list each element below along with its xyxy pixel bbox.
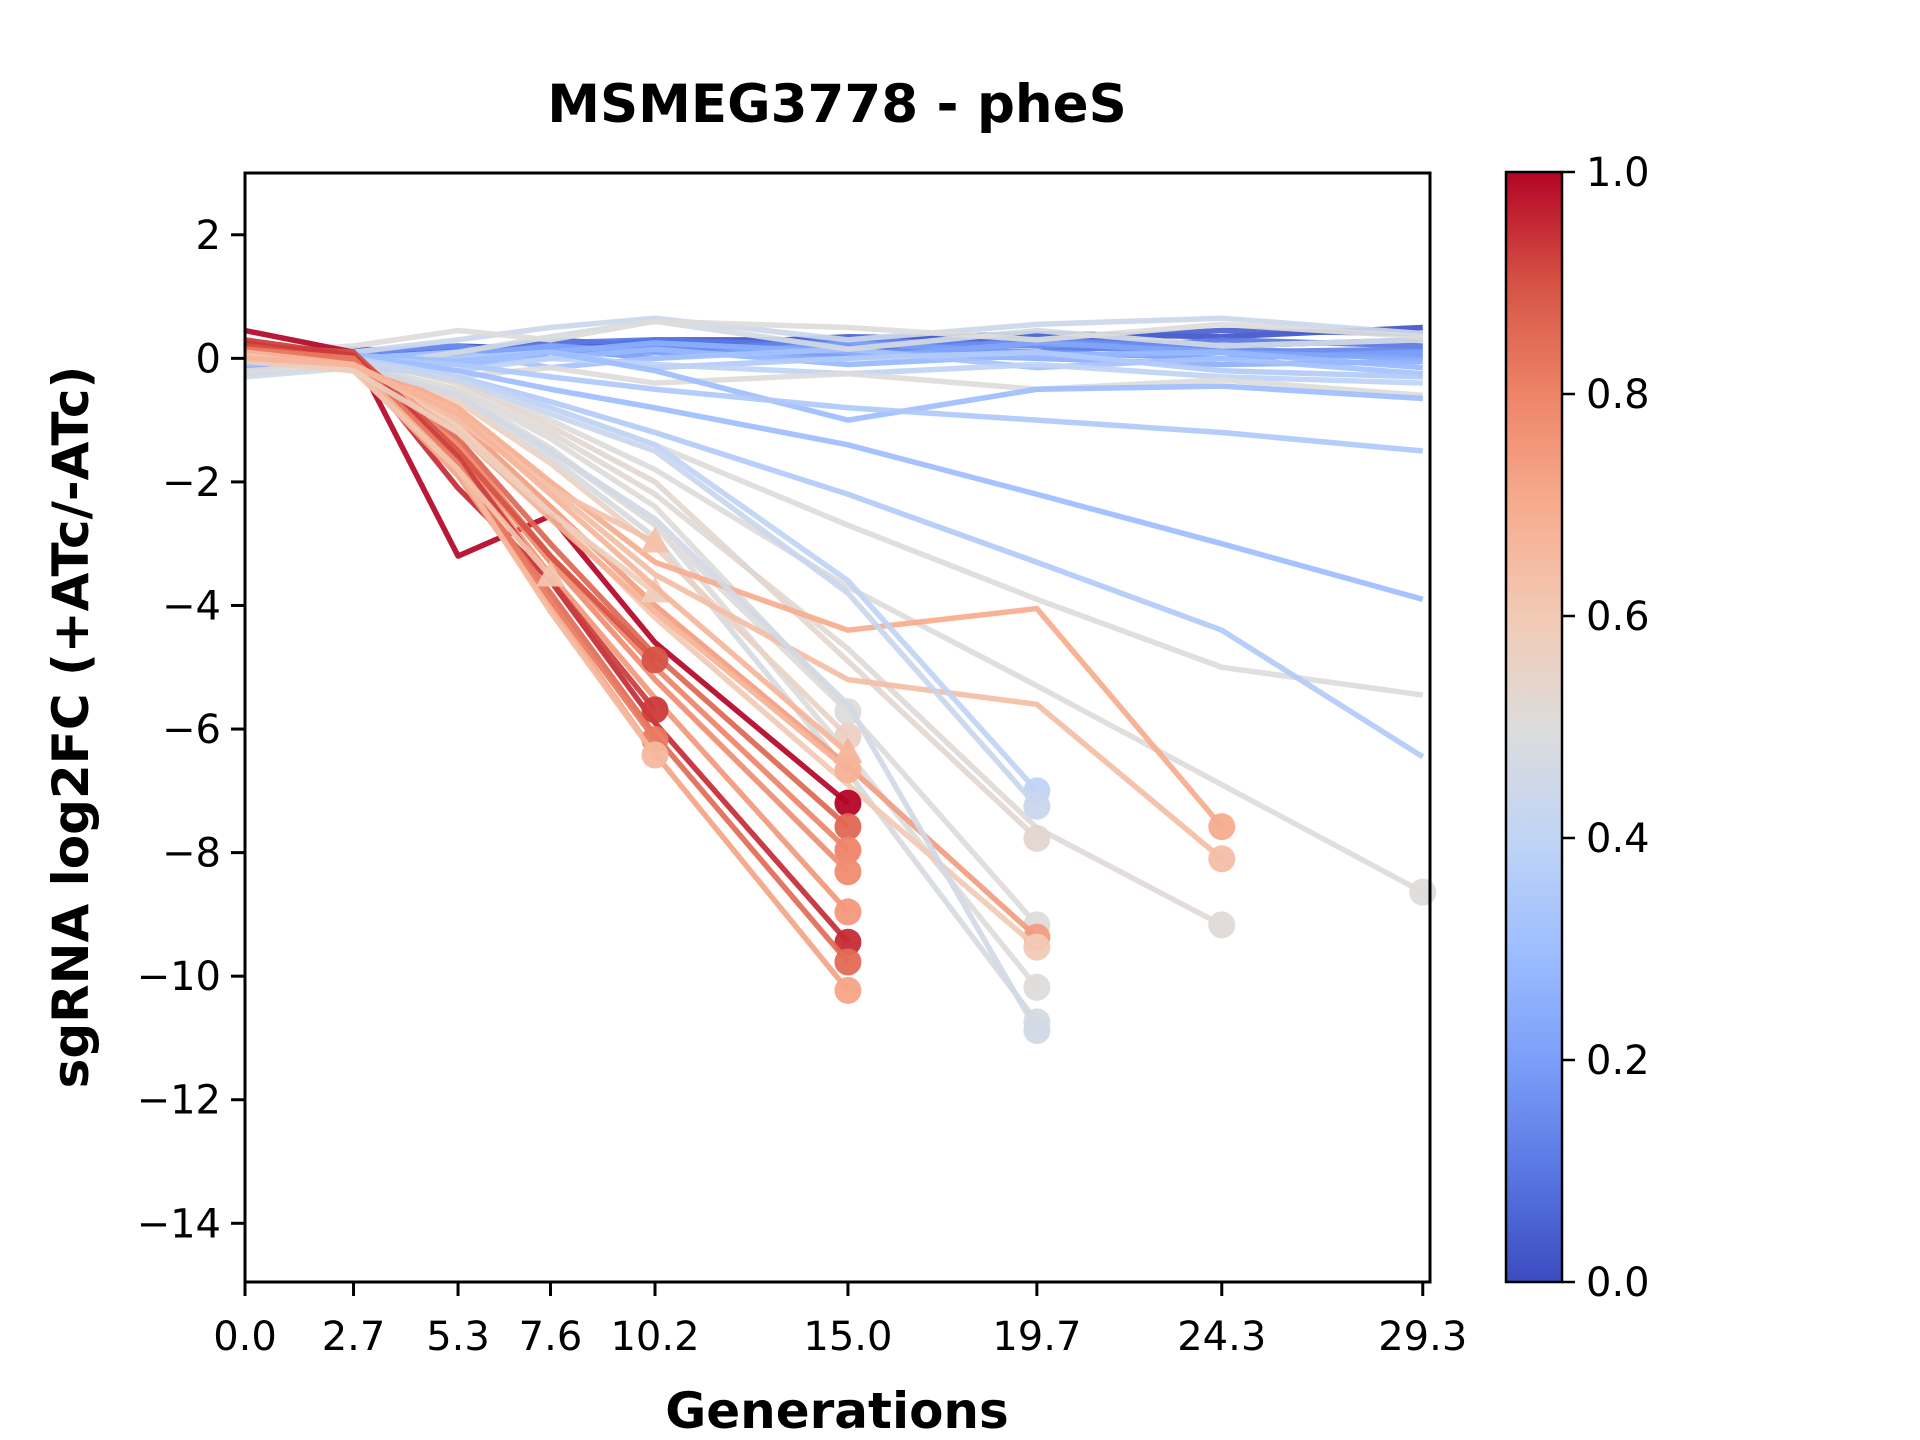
series-end-marker-circle <box>641 741 669 769</box>
y-tick-label: −6 <box>162 707 221 753</box>
x-tick-label: 24.3 <box>1177 1314 1266 1360</box>
colorbar-tick-label: 0.0 <box>1586 1260 1650 1306</box>
series-end-marker-circle <box>1208 813 1236 841</box>
x-tick-label: 15.0 <box>803 1314 892 1360</box>
series-end-marker-circle <box>834 813 862 841</box>
series-end-marker-circle <box>1208 911 1236 939</box>
series-end-marker-circle <box>834 722 862 750</box>
series-line <box>244 346 658 742</box>
colorbar-border <box>1504 170 1564 1284</box>
series-line <box>244 355 850 756</box>
y-tick-label: 0 <box>196 336 221 382</box>
series-line <box>244 355 850 914</box>
x-tick-label: 0.0 <box>213 1314 277 1360</box>
series-end-marker-circle <box>1409 878 1437 906</box>
y-tick-label: 2 <box>196 213 221 259</box>
series-end-marker-circle <box>1023 933 1051 961</box>
series-end-marker-circle <box>1023 792 1051 820</box>
colorbar-gradient <box>1506 172 1562 1282</box>
series-end-marker-circle <box>1208 845 1236 873</box>
colorbar-tick-label: 0.8 <box>1586 372 1650 418</box>
y-tick-label: −10 <box>137 954 221 1000</box>
y-tick-label: −14 <box>137 1201 221 1247</box>
series-end-marker-circle <box>641 646 669 674</box>
series-line <box>244 358 657 595</box>
series-end-marker-triangle <box>535 560 565 587</box>
series-end-marker-circle <box>834 858 862 886</box>
x-tick-label: 5.3 <box>426 1314 490 1360</box>
series-end-marker-circle <box>834 976 862 1004</box>
series-end-marker-triangle <box>833 737 863 764</box>
colorbar-tick-label: 0.2 <box>1586 1038 1650 1084</box>
colorbar-layer: 1.0 0.8 0.6 0.4 0.2 0.0 <box>1504 150 1650 1306</box>
series-line <box>244 349 1424 602</box>
chart-title: MSMEG3778 - pheS <box>547 74 1127 135</box>
series-end-marker-circle <box>834 898 862 926</box>
series-end-marker-triangle <box>640 526 670 553</box>
series-end-marker-circle <box>1023 973 1051 1001</box>
y-tick-label: −2 <box>162 460 221 506</box>
series-layer <box>244 315 1437 1045</box>
series-line <box>244 315 1423 355</box>
x-tick-label: 29.3 <box>1378 1314 1467 1360</box>
colorbar-tick-label: 0.4 <box>1586 816 1650 862</box>
series-end-marker-circle <box>834 948 862 976</box>
series-end-marker-circle <box>641 696 669 724</box>
series-end-marker-circle <box>834 836 862 864</box>
colorbar-tick-label: 0.6 <box>1586 594 1650 640</box>
x-axis-label: Generations <box>665 1382 1009 1440</box>
series-line <box>244 337 658 712</box>
y-tick-label: −12 <box>137 1078 221 1124</box>
series-end-marker-circle <box>1023 1017 1051 1045</box>
plot-border <box>243 171 1432 1284</box>
y-tick-label: −8 <box>162 831 221 877</box>
x-tick-label: 19.7 <box>992 1314 1081 1360</box>
colorbar-tick-label: 1.0 <box>1586 150 1650 196</box>
y-axis-label: sgRNA log2FC (+ATc/-ATc) <box>42 366 100 1089</box>
y-tick-label: −4 <box>162 583 221 629</box>
series-end-marker-circle <box>1023 824 1051 852</box>
x-tick-label: 2.7 <box>322 1314 386 1360</box>
x-tick-label: 7.6 <box>519 1314 583 1360</box>
axes-layer: 0.0 2.7 5.3 7.6 10.2 15.0 19.7 24.3 29.3 2 0 −2 −4 −6… <box>137 171 1467 1360</box>
series-line <box>244 349 1423 423</box>
series-line <box>244 318 1423 355</box>
series-end-marker-circle <box>834 928 862 956</box>
x-tick-label: 10.2 <box>610 1314 699 1360</box>
series-line <box>244 355 1224 928</box>
series-end-marker-circle <box>834 789 862 817</box>
